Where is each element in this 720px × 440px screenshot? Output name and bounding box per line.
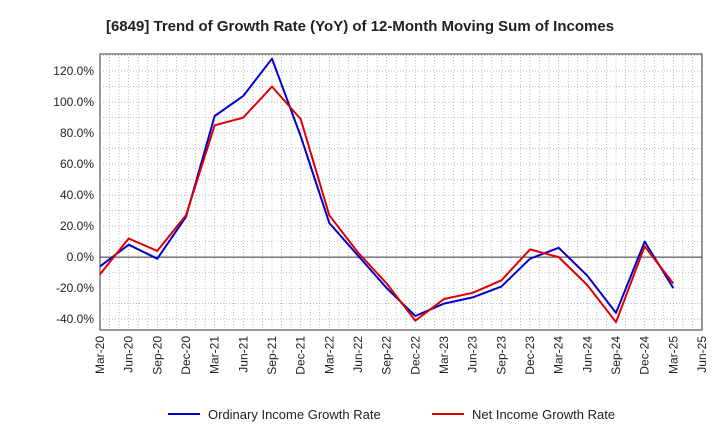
x-tick-label: Mar-23 <box>437 336 451 374</box>
x-tick-label: Sep-22 <box>380 336 394 375</box>
y-tick-label: -20.0% <box>56 281 94 295</box>
legend: Ordinary Income Growth Rate Net Income Gr… <box>168 407 615 422</box>
x-tick-label: Jun-25 <box>695 336 709 373</box>
legend-item-net-income: Net Income Growth Rate <box>472 407 615 422</box>
x-tick-label: Jun-22 <box>351 336 365 373</box>
x-tick-label: Mar-25 <box>666 336 680 374</box>
y-tick-label: 40.0% <box>60 188 94 202</box>
y-tick-label: 0.0% <box>67 250 95 264</box>
y-tick-label: 80.0% <box>60 126 94 140</box>
x-tick-label: Dec-24 <box>638 336 652 375</box>
x-tick-label: Sep-24 <box>609 336 623 375</box>
x-tick-label: Mar-24 <box>552 336 566 374</box>
y-tick-label: 120.0% <box>53 64 94 78</box>
legend-item-ordinary-income: Ordinary Income Growth Rate <box>208 407 381 422</box>
x-tick-label: Dec-21 <box>294 336 308 375</box>
y-tick-label: 100.0% <box>53 95 94 109</box>
x-tick-label: Mar-21 <box>208 336 222 374</box>
x-tick-label: Jun-20 <box>122 336 136 373</box>
plot-frame <box>99 53 703 331</box>
x-tick-label: Sep-20 <box>150 336 164 375</box>
x-tick-label: Sep-23 <box>494 336 508 375</box>
x-tick-label: Jun-21 <box>236 336 250 373</box>
x-tick-label: Dec-20 <box>179 336 193 375</box>
y-tick-label: 60.0% <box>60 157 94 171</box>
y-tick-label: 20.0% <box>60 219 94 233</box>
series-line-net-income <box>99 85 675 324</box>
x-tick-label: Jun-23 <box>466 336 480 373</box>
y-tick-label: -40.0% <box>56 312 94 326</box>
plot-area: 120.0% 100.0% 80.0% 60.0% 40.0% 20.0% 0.0% -20.… <box>53 53 709 375</box>
chart-title: [6849] Trend of Growth Rate (YoY) of 12-… <box>106 18 614 35</box>
x-tick-label: Jun-24 <box>580 336 594 373</box>
x-tick-label: Dec-22 <box>408 336 422 375</box>
x-tick-label: Dec-23 <box>523 336 537 375</box>
x-tick-label: Sep-21 <box>265 336 279 375</box>
x-tick-label: Mar-20 <box>93 336 107 374</box>
x-tick-label: Mar-22 <box>322 336 336 374</box>
